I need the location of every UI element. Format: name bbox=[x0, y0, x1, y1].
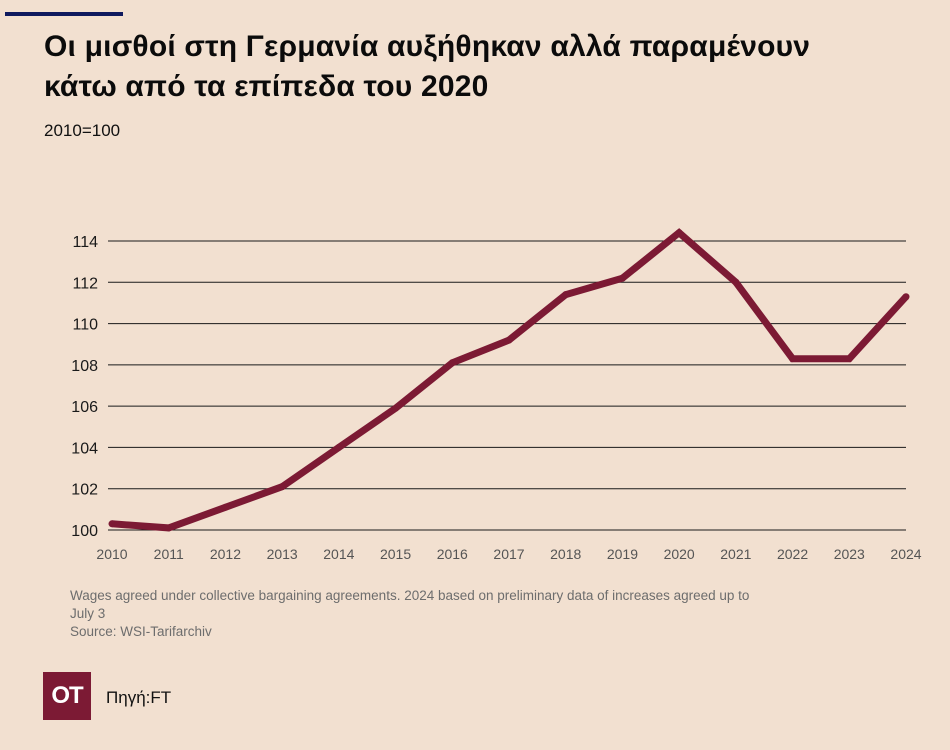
data-point-2016 bbox=[448, 359, 456, 367]
data-point-2010 bbox=[108, 520, 116, 528]
y-tick-label: 112 bbox=[72, 275, 98, 292]
x-tick-label: 2019 bbox=[607, 546, 638, 562]
y-tick-label: 106 bbox=[71, 399, 98, 416]
title-line-1: Οι μισθοί στη Γερμανία αυξήθηκαν αλλά πα… bbox=[44, 30, 811, 63]
ot-logo: OT bbox=[43, 672, 91, 720]
data-point-2011 bbox=[165, 524, 173, 532]
x-tick-label: 2018 bbox=[550, 546, 581, 562]
x-tick-label: 2023 bbox=[834, 546, 865, 562]
x-tick-label: 2015 bbox=[380, 546, 411, 562]
x-tick-label: 2024 bbox=[890, 546, 921, 562]
data-point-2020 bbox=[675, 229, 683, 237]
data-point-2014 bbox=[335, 443, 343, 451]
x-tick-label: 2012 bbox=[210, 546, 241, 562]
data-point-2021 bbox=[732, 278, 740, 286]
note-line-1: Wages agreed under collective bargaining… bbox=[70, 588, 750, 603]
data-point-2015 bbox=[392, 404, 400, 412]
data-point-2018 bbox=[562, 291, 570, 299]
chart-title: Οι μισθοί στη Γερμανία αυξήθηκαν αλλά πα… bbox=[44, 27, 934, 107]
y-tick-label: 100 bbox=[71, 523, 98, 540]
data-point-2017 bbox=[505, 336, 513, 344]
x-tick-label: 2010 bbox=[96, 546, 127, 562]
data-point-2013 bbox=[278, 483, 286, 491]
y-tick-label: 110 bbox=[72, 317, 98, 334]
data-point-2019 bbox=[618, 274, 626, 282]
chart-notes: Wages agreed under collective bargaining… bbox=[70, 587, 920, 641]
y-tick-label: 104 bbox=[71, 440, 98, 457]
data-point-2012 bbox=[221, 503, 229, 511]
accent-bar bbox=[5, 12, 123, 16]
series-line bbox=[111, 228, 909, 532]
x-tick-label: 2022 bbox=[777, 546, 808, 562]
x-tick-label: 2013 bbox=[267, 546, 298, 562]
source-note: Source: WSI-Tarifarchiv bbox=[70, 624, 212, 639]
note-line-2: July 3 bbox=[70, 606, 106, 621]
title-line-2: κάτω από τα επίπεδα του 2020 bbox=[44, 70, 489, 103]
y-tick-label: 114 bbox=[72, 234, 98, 251]
line-chart: 100 102 104 106 108 110 112 114 2010 2011 2012 2013… bbox=[71, 228, 922, 562]
y-tick-label: 108 bbox=[71, 358, 98, 375]
y-tick-label: 102 bbox=[71, 482, 98, 499]
index-base-label: 2010=100 bbox=[44, 121, 121, 140]
data-point-2024 bbox=[902, 293, 910, 301]
chart-panel: 100 102 104 106 108 110 112 114 2010 2011 2012 2013… bbox=[40, 150, 930, 660]
source-label: Πηγή:FT bbox=[106, 688, 172, 707]
x-tick-label: 2011 bbox=[154, 546, 184, 562]
x-tick-label: 2020 bbox=[664, 546, 695, 562]
data-point-2022 bbox=[789, 355, 797, 363]
x-tick-label: 2016 bbox=[437, 546, 468, 562]
data-point-2023 bbox=[845, 355, 853, 363]
x-tick-label: 2017 bbox=[493, 546, 524, 562]
x-tick-label: 2014 bbox=[323, 546, 354, 562]
x-tick-label: 2021 bbox=[720, 546, 751, 562]
